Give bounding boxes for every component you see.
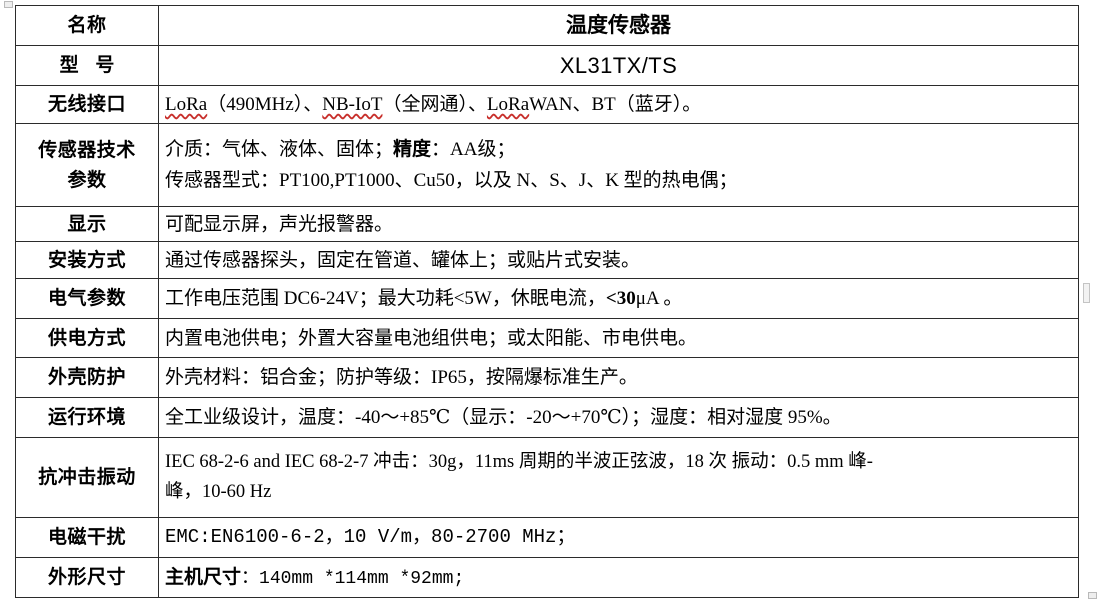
table-row: 电气参数 工作电压范围 DC6-24V；最大功耗<5W，休眠电流，<30μA 。	[15, 278, 1079, 319]
row-label-name: 名称	[15, 5, 159, 46]
row-label-display: 显示	[15, 206, 159, 242]
spellcheck-term: NB-IoT	[322, 94, 383, 115]
row-label-electrical: 电气参数	[15, 278, 159, 319]
specification-table: 名称 温度传感器 型 号 XL31TX/TS 无线接口 LoRa（490MHz）…	[15, 5, 1079, 598]
sleep-current-unit: μA	[635, 288, 659, 309]
row-value-dimensions: 主机尺寸：140mm *114mm *92mm;	[158, 557, 1079, 598]
row-label-enclosure: 外壳防护	[15, 357, 159, 398]
table-row: 传感器技术 参数 介质：气体、液体、固体；精度：AA级； 传感器型式：PT100…	[15, 123, 1079, 207]
row-value-model: XL31TX/TS	[158, 45, 1079, 86]
row-value-sensor-tech-params: 介质：气体、液体、固体；精度：AA级； 传感器型式：PT100,PT1000、C…	[158, 123, 1079, 207]
row-value-line2: 峰，10-60 Hz	[165, 482, 272, 502]
table-row: 名称 温度传感器	[15, 5, 1079, 46]
row-value-display: 可配显示屏，声光报警器。	[158, 206, 1079, 242]
row-label-shock-vibration: 抗冲击振动	[15, 437, 159, 518]
table-row: 安装方式 通过传感器探头，固定在管道、罐体上；或贴片式安装。	[15, 241, 1079, 279]
row-label-power-supply: 供电方式	[15, 318, 159, 358]
row-label-emc: 电磁干扰	[15, 517, 159, 558]
accuracy-label: 精度	[393, 138, 432, 160]
row-label-model: 型 号	[15, 45, 159, 86]
table-row: 抗冲击振动 IEC 68-2-6 and IEC 68-2-7 冲击：30g，1…	[15, 437, 1079, 518]
table-row: 供电方式 内置电池供电；外置大容量电池组供电；或太阳能、市电供电。	[15, 318, 1079, 358]
row-label-mounting: 安装方式	[15, 241, 159, 279]
row-value-enclosure: 外壳材料：铝合金；防护等级：IP65，按隔爆标准生产。	[158, 357, 1079, 398]
table-row: 外壳防护 外壳材料：铝合金；防护等级：IP65，按隔爆标准生产。	[15, 357, 1079, 398]
row-label-line2: 参数	[67, 169, 107, 191]
row-value-line2: 传感器型式：PT100,PT1000、Cu50，以及 N、S、J、K 型的热电偶…	[165, 169, 738, 191]
table-row: 外形尺寸 主机尺寸：140mm *114mm *92mm;	[15, 557, 1079, 598]
page-corner-mark-top-left	[4, 1, 13, 8]
row-value-line1: IEC 68-2-6 and IEC 68-2-7 冲击：30g，11ms 周期…	[165, 451, 873, 472]
electrical-trailing-punct: 。	[658, 288, 683, 309]
page-corner-mark-bottom-right	[1088, 592, 1097, 599]
row-label-operating-environment: 运行环境	[15, 397, 159, 438]
sleep-current-value: <30	[605, 288, 636, 309]
row-value-name: 温度传感器	[158, 5, 1079, 46]
row-value-shock-vibration: IEC 68-2-6 and IEC 68-2-7 冲击：30g，11ms 周期…	[158, 437, 1079, 518]
spellcheck-term: LoRa	[165, 94, 208, 115]
medium-text: 介质：气体、液体、固体；	[165, 138, 394, 160]
table-row: 电磁干扰 EMC:EN6100-6-2，10 V/m，80-2700 MHz；	[15, 517, 1079, 558]
voltage-range-text: 工作电压范围 DC6-24V；最大功耗	[165, 288, 454, 309]
row-value-line1: 介质：气体、液体、固体；精度：AA级；	[165, 138, 1072, 160]
row-label-sensor-tech-params: 传感器技术 参数	[15, 123, 159, 207]
row-label-line1: 传感器技术	[38, 139, 136, 161]
table-row: 运行环境 全工业级设计，温度：-40～+85℃（显示：-20～+70℃）；湿度：…	[15, 397, 1079, 438]
row-value-power-supply: 内置电池供电；外置大容量电池组供电；或太阳能、市电供电。	[158, 318, 1079, 358]
row-value-electrical: 工作电压范围 DC6-24V；最大功耗<5W，休眠电流，<30μA 。	[158, 278, 1079, 319]
table-row: 显示 可配显示屏，声光报警器。	[15, 206, 1079, 242]
table-row: 无线接口 LoRa（490MHz）、NB-IoT（全网通）、LoRaWAN、BT…	[15, 85, 1079, 124]
row-label-dimensions: 外形尺寸	[15, 557, 159, 598]
row-value-emc: EMC:EN6100-6-2，10 V/m，80-2700 MHz；	[158, 517, 1079, 558]
main-unit-size-value: ：140mm *114mm *92mm;	[241, 568, 465, 589]
row-value-wireless-interface: LoRa（490MHz）、NB-IoT（全网通）、LoRaWAN、BT（蓝牙）。	[158, 85, 1079, 124]
spellcheck-term: LoRa	[486, 94, 530, 115]
sleep-current-text: ，休眠电流，	[491, 288, 606, 309]
accuracy-value: ：AA级；	[431, 138, 516, 160]
main-unit-size-label: 主机尺寸	[165, 566, 242, 588]
max-power-value: <5W	[453, 288, 492, 309]
table-row: 型 号 XL31TX/TS	[15, 45, 1079, 86]
row-label-wireless-interface: 无线接口	[15, 85, 159, 124]
row-value-mounting: 通过传感器探头，固定在管道、罐体上；或贴片式安装。	[158, 241, 1079, 279]
row-value-operating-environment: 全工业级设计，温度：-40～+85℃（显示：-20～+70℃）；湿度：相对湿度 …	[158, 397, 1079, 438]
page-edge-tick	[1083, 283, 1090, 303]
